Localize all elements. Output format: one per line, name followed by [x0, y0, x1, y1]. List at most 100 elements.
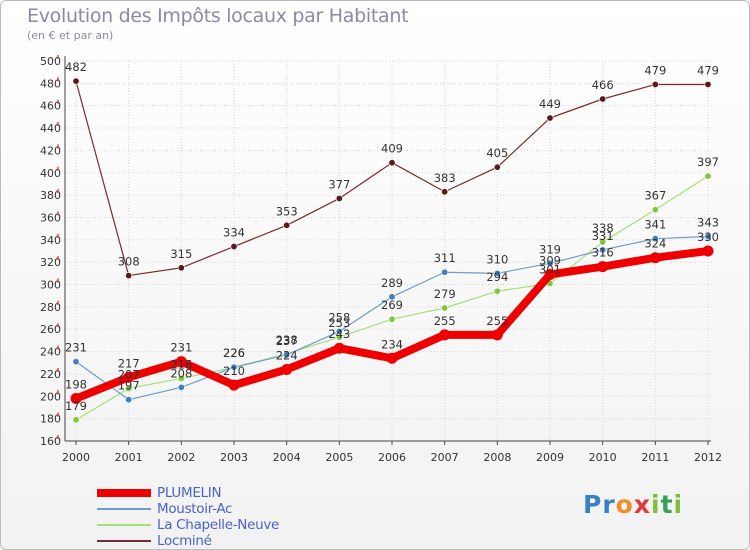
y-tick-label: 240: [40, 346, 61, 359]
x-tick-label: 2012: [694, 451, 722, 464]
data-label-la-chapelle-neuve: 216: [170, 357, 192, 371]
data-point-locmin-: [493, 163, 501, 171]
legend-label: Moustoir-Ac: [157, 501, 233, 517]
x-tick-label: 2008: [483, 451, 511, 464]
y-tick-label: 380: [40, 189, 61, 202]
chart-legend: PLUMELIN Moustoir-Ac La Chapelle-Neuve Locm…: [97, 485, 279, 549]
data-point-locmin-: [335, 194, 343, 202]
data-point-locmin-: [441, 188, 449, 196]
data-point-locmin-: [230, 243, 238, 251]
data-label-locmin-: 466: [592, 78, 614, 92]
logo-letter: t: [660, 490, 674, 519]
y-tick-label: 300: [40, 279, 61, 292]
data-point-plumelin: [333, 342, 345, 354]
data-point-moustoir-ac: [599, 246, 607, 254]
logo-letter: r: [602, 490, 616, 519]
x-tick-label: 2001: [115, 451, 143, 464]
legend-swatch: [97, 508, 151, 510]
data-point-la-chapelle-neuve: [599, 238, 607, 246]
y-tick-label: 360: [40, 211, 61, 224]
data-point-moustoir-ac: [125, 396, 133, 404]
chart-subtitle: (en € et par an): [27, 29, 114, 42]
data-point-plumelin: [228, 379, 240, 391]
legend-item-locmin-: Locminé: [97, 533, 279, 549]
data-label-moustoir-ac: 197: [118, 379, 140, 393]
y-tick-label: 160: [40, 435, 61, 448]
x-tick-label: 2004: [273, 451, 301, 464]
data-label-plumelin: 316: [592, 246, 614, 260]
data-label-locmin-: 383: [434, 171, 456, 185]
data-label-la-chapelle-neuve: 179: [65, 399, 87, 413]
data-point-plumelin: [386, 352, 398, 364]
data-point-plumelin: [281, 363, 293, 375]
data-point-moustoir-ac: [493, 269, 501, 277]
data-point-locmin-: [72, 77, 80, 85]
data-label-la-chapelle-neuve: 338: [592, 221, 614, 235]
x-tick-label: 2011: [641, 451, 669, 464]
data-label-moustoir-ac: 258: [328, 310, 350, 324]
y-tick-label: 280: [40, 301, 61, 314]
data-point-moustoir-ac: [651, 235, 659, 243]
data-label-locmin-: 479: [644, 63, 666, 77]
data-label-la-chapelle-neuve: 253: [328, 316, 350, 330]
data-point-plumelin: [544, 268, 556, 280]
y-tick-label: 320: [40, 256, 61, 269]
logo-letter: o: [615, 490, 634, 519]
data-label-plumelin: 217: [118, 356, 140, 370]
data-point-la-chapelle-neuve: [704, 172, 712, 180]
data-point-locmin-: [283, 221, 291, 229]
data-label-la-chapelle-neuve: 238: [276, 333, 298, 347]
data-point-locmin-: [125, 272, 133, 280]
data-label-locmin-: 334: [223, 226, 245, 240]
data-point-plumelin: [702, 245, 714, 257]
logo-letter: i: [673, 490, 684, 519]
data-point-la-chapelle-neuve: [125, 384, 133, 392]
y-tick-label: 200: [40, 390, 61, 403]
data-point-plumelin: [491, 329, 503, 341]
legend-item-moustoir-ac: Moustoir-Ac: [97, 501, 279, 517]
data-label-locmin-: 377: [328, 177, 350, 191]
data-label-locmin-: 308: [118, 255, 140, 269]
data-label-moustoir-ac: 319: [539, 242, 561, 256]
x-tick-label: 2003: [220, 451, 248, 464]
data-label-la-chapelle-neuve: 269: [381, 298, 403, 312]
data-point-plumelin: [175, 356, 187, 368]
data-label-locmin-: 482: [65, 60, 87, 74]
logo-letter: x: [633, 490, 651, 519]
data-point-moustoir-ac: [704, 232, 712, 240]
legend-item-la-chapelle-neuve: La Chapelle-Neuve: [97, 517, 279, 533]
data-point-locmin-: [599, 95, 607, 103]
y-tick-label: 420: [40, 144, 61, 157]
legend-swatch: [97, 540, 151, 542]
chart-title: Evolution des Impôts locaux par Habitant: [27, 5, 409, 27]
x-tick-label: 2005: [325, 451, 353, 464]
data-label-la-chapelle-neuve: 207: [118, 367, 140, 381]
data-label-plumelin: 198: [65, 378, 87, 392]
data-label-locmin-: 479: [697, 63, 719, 77]
data-label-plumelin: 324: [644, 237, 666, 251]
data-point-locmin-: [546, 114, 554, 122]
legend-label: Locminé: [157, 533, 212, 549]
data-label-la-chapelle-neuve: 397: [697, 155, 719, 169]
data-label-la-chapelle-neuve: 301: [539, 262, 561, 276]
data-label-moustoir-ac: 237: [276, 334, 298, 348]
data-label-moustoir-ac: 226: [223, 346, 245, 360]
data-point-moustoir-ac: [388, 293, 396, 301]
legend-label: PLUMELIN: [157, 485, 222, 501]
data-label-moustoir-ac: 311: [434, 251, 456, 265]
data-label-plumelin: 255: [434, 314, 456, 328]
data-point-plumelin: [439, 329, 451, 341]
data-point-plumelin: [123, 371, 135, 383]
data-label-locmin-: 409: [381, 142, 403, 156]
y-tick-label: 340: [40, 234, 61, 247]
data-label-la-chapelle-neuve: 367: [644, 189, 666, 203]
x-tick-label: 2006: [378, 451, 406, 464]
data-point-moustoir-ac: [441, 268, 449, 276]
data-point-la-chapelle-neuve: [177, 374, 185, 382]
data-label-plumelin: 224: [276, 348, 298, 362]
logo-letter: P: [583, 490, 603, 519]
data-point-moustoir-ac: [335, 327, 343, 335]
x-tick-label: 2007: [431, 451, 459, 464]
data-point-la-chapelle-neuve: [72, 416, 80, 424]
